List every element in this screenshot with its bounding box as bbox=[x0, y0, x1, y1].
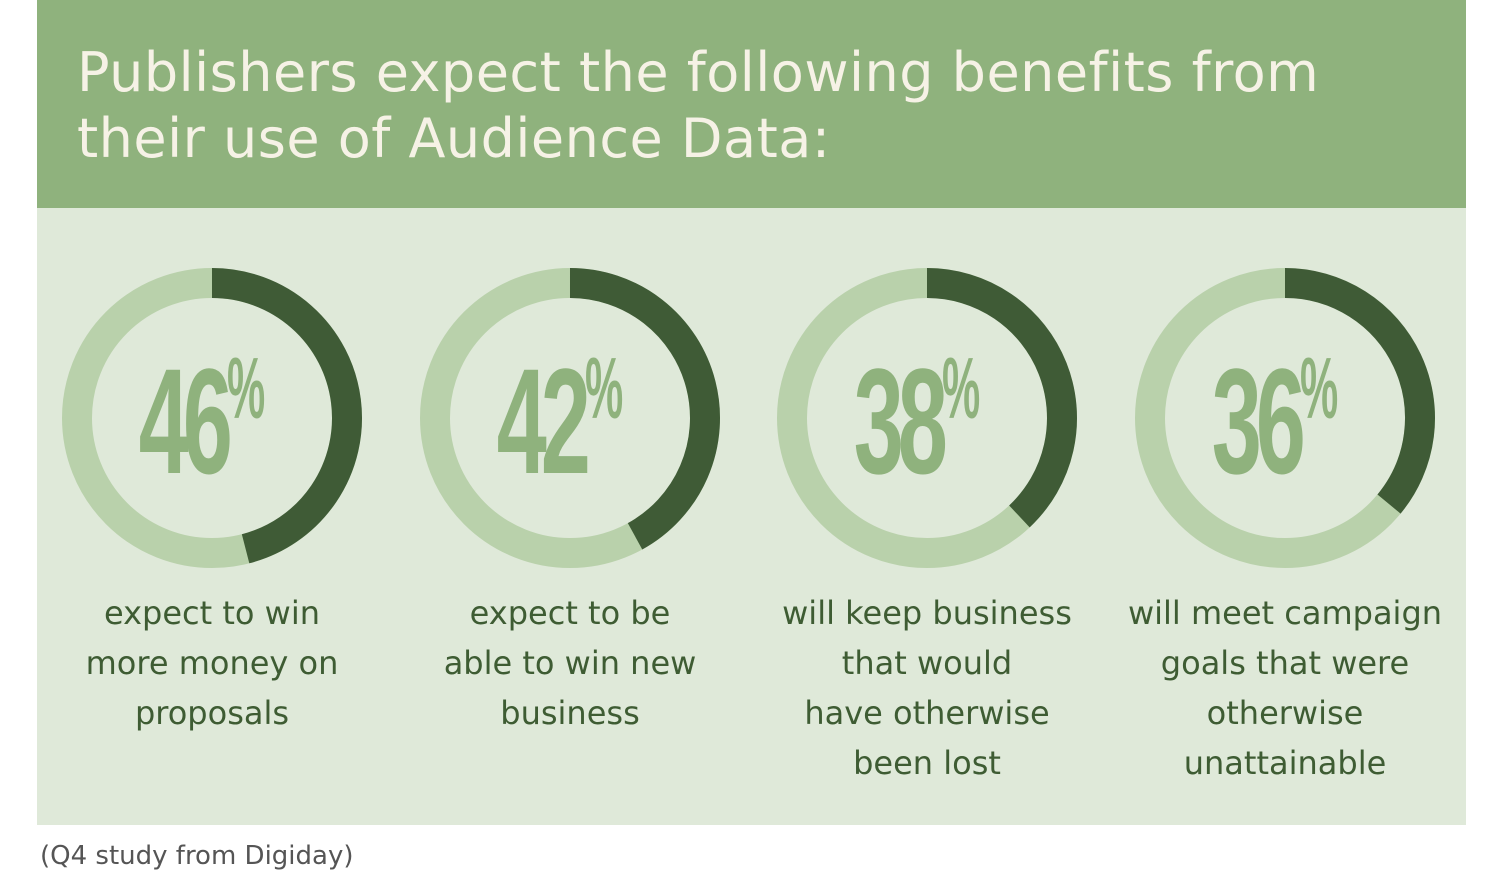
donut-arc-2 bbox=[569, 268, 720, 550]
donut-chart-4: 36% bbox=[1135, 268, 1435, 568]
caption-3: will keep business that would have other… bbox=[782, 594, 1072, 782]
donut-ring-2 bbox=[420, 268, 720, 568]
caption-1: expect to win more money on proposals bbox=[85, 594, 339, 732]
percent-value-1: 46 bbox=[139, 337, 233, 505]
percent-label-1: 46% bbox=[62, 346, 362, 496]
percent-sign-2: % bbox=[585, 341, 624, 437]
chart-title: Publishers expect the following benefits… bbox=[77, 41, 1320, 170]
percent-label-2: 42% bbox=[420, 346, 720, 496]
percent-value-4: 36 bbox=[1212, 337, 1306, 505]
donut-chart-3: 38% bbox=[777, 268, 1077, 568]
percent-label-4: 36% bbox=[1135, 346, 1435, 496]
donut-chart-1: 46% bbox=[62, 268, 362, 568]
percent-sign-4: % bbox=[1300, 341, 1339, 437]
donut-ring-3 bbox=[777, 268, 1077, 568]
percent-value-2: 42 bbox=[497, 337, 591, 505]
caption-4: will meet campaign goals that were other… bbox=[1127, 594, 1443, 782]
header-banner: Publishers expect the following benefits… bbox=[37, 0, 1466, 208]
percent-sign-1: % bbox=[227, 341, 266, 437]
donut-ring-4 bbox=[1135, 268, 1435, 568]
donut-arc-3 bbox=[926, 268, 1077, 528]
donut-arc-1 bbox=[211, 268, 362, 564]
percent-label-3: 38% bbox=[777, 346, 1077, 496]
donut-arc-4 bbox=[1284, 268, 1435, 514]
caption-2: expect to be able to win new business bbox=[443, 594, 697, 732]
percent-sign-3: % bbox=[942, 341, 981, 437]
percent-value-3: 38 bbox=[854, 337, 948, 505]
source-note: (Q4 study from Digiday) bbox=[40, 841, 354, 871]
donut-ring-1 bbox=[62, 268, 362, 568]
donut-chart-2: 42% bbox=[420, 268, 720, 568]
